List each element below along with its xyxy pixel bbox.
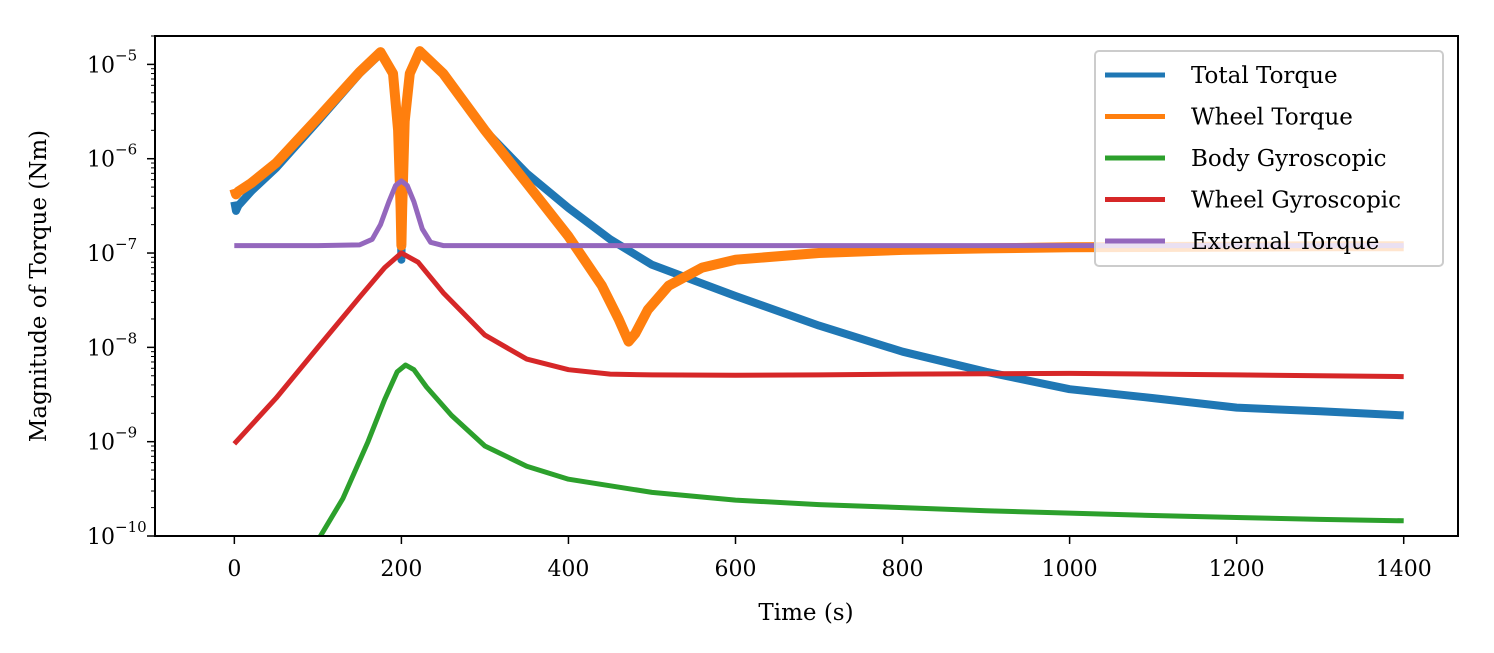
y-tick-label: 10: [87, 336, 115, 361]
legend-label: Wheel Gyroscopic: [1191, 188, 1401, 214]
series-line-wheel-torque: [229, 46, 1404, 347]
x-tick-label: 800: [882, 557, 924, 582]
y-tick-exponent: −7: [115, 235, 137, 253]
legend: Total Torque Wheel Torque Body Gyroscopic W…: [1094, 50, 1444, 267]
y-tick-label: 10: [87, 53, 115, 78]
legend-label: Wheel Torque: [1191, 105, 1353, 131]
x-axis-title: Time (s): [758, 600, 853, 626]
x-axis: 0 200 400 600 800 1000 1200 1400: [227, 536, 1432, 582]
y-tick-exponent: −8: [115, 329, 137, 347]
y-tick-exponent: −6: [115, 141, 137, 159]
legend-label: Body Gyroscopic: [1191, 146, 1386, 172]
series-layer: [229, 46, 1404, 536]
y-tick-exponent: −9: [115, 424, 137, 442]
legend-box: [1094, 50, 1444, 267]
y-tick-label: 10: [87, 242, 115, 267]
plot-frame: [154, 35, 1459, 537]
x-tick-label: 1200: [1209, 557, 1265, 582]
y-tick-exponent: −10: [115, 518, 147, 536]
series-line-body-gyroscopic: [317, 362, 1404, 536]
y-tick-label: 10: [87, 525, 115, 550]
legend-label: Total Torque: [1191, 63, 1338, 89]
x-tick-label: 1400: [1376, 557, 1432, 582]
y-tick-label: 10: [87, 431, 115, 456]
y-tick-label: 10: [87, 148, 115, 173]
series-line-external-torque: [234, 178, 1404, 249]
x-tick-label: 400: [547, 557, 589, 582]
legend-label: External Torque: [1191, 229, 1379, 255]
x-tick-label: 600: [715, 557, 757, 582]
x-tick-label: 1000: [1042, 557, 1098, 582]
x-tick-label: 0: [227, 557, 241, 582]
series-line-wheel-gyroscopic: [232, 250, 1404, 446]
x-tick-label: 200: [380, 557, 422, 582]
y-tick-exponent: −5: [115, 46, 137, 64]
y-axis-title: Magnitude of Torque (Nm): [26, 130, 52, 442]
